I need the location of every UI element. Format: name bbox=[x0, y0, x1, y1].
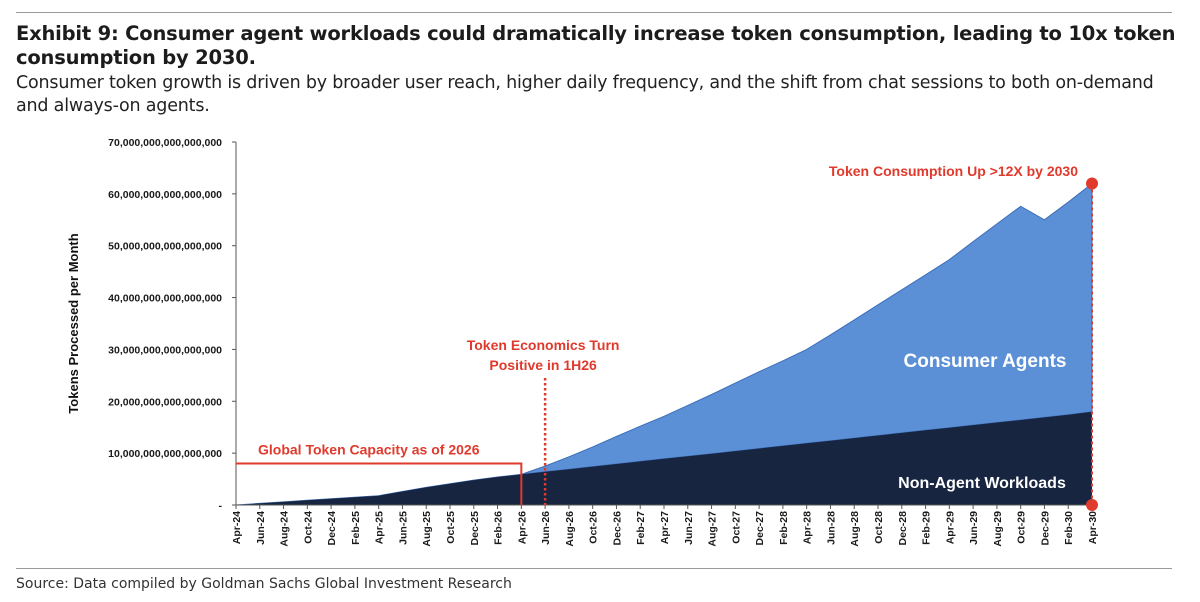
y-tick-label: 70,000,000,000,000,000 bbox=[108, 137, 222, 149]
consumer-agents-label: Consumer Agents bbox=[904, 351, 1067, 372]
x-tick-label: Apr-30 bbox=[1087, 511, 1099, 544]
y-axis-title: Tokens Processed per Month bbox=[66, 233, 81, 413]
y-tick-label: - bbox=[219, 500, 223, 512]
x-tick-label: Aug-29 bbox=[992, 511, 1004, 547]
peak-marker-dot bbox=[1086, 177, 1098, 190]
y-tick-label: 40,000,000,000,000,000 bbox=[108, 293, 222, 305]
x-tick-label: Apr-28 bbox=[802, 511, 814, 544]
x-tick-label: Apr-27 bbox=[659, 511, 671, 544]
x-tick-label: Dec-25 bbox=[469, 511, 481, 546]
exhibit-subtitle: Consumer token growth is driven by broad… bbox=[16, 73, 1154, 116]
x-tick-label: Jun-25 bbox=[397, 511, 409, 545]
x-tick-label: Aug-28 bbox=[849, 511, 861, 547]
x-tick-label: Feb-25 bbox=[350, 511, 362, 545]
economics-label-line2: Positive in 1H26 bbox=[489, 357, 597, 373]
exhibit-title: Exhibit 9: Consumer agent workloads coul… bbox=[16, 22, 1176, 69]
x-tick-label: Aug-27 bbox=[707, 511, 719, 547]
x-tick-label: Oct-25 bbox=[445, 511, 457, 544]
x-tick-label: Feb-29 bbox=[921, 511, 933, 545]
x-tick-label: Oct-26 bbox=[588, 511, 600, 544]
x-tick-label: Aug-26 bbox=[564, 511, 576, 547]
x-tick-label: Feb-27 bbox=[635, 511, 647, 545]
x-tick-label: Dec-26 bbox=[611, 511, 623, 546]
y-tick-label: 60,000,000,000,000,000 bbox=[108, 189, 222, 201]
x-tick-label: Apr-29 bbox=[944, 511, 956, 544]
x-tick-label: Oct-24 bbox=[302, 511, 314, 544]
x-tick-label: Aug-24 bbox=[279, 511, 291, 547]
capacity-line bbox=[236, 462, 523, 505]
non-agent-workloads-area bbox=[236, 411, 1092, 505]
x-tick-label: Feb-28 bbox=[778, 511, 790, 545]
x-tick-label: Apr-24 bbox=[231, 511, 243, 544]
x-tick-label: Jun-28 bbox=[825, 511, 837, 545]
y-tick-label: 50,000,000,000,000,000 bbox=[108, 241, 222, 253]
x-tick-label: Feb-30 bbox=[1063, 511, 1075, 545]
non-agent-workloads-label: Non-Agent Workloads bbox=[898, 475, 1066, 492]
x-tick-label: Oct-28 bbox=[873, 511, 885, 544]
x-tick-label: Apr-26 bbox=[516, 511, 528, 544]
x-tick-label: Feb-26 bbox=[493, 511, 505, 545]
x-tick-label: Jun-27 bbox=[683, 511, 695, 545]
top-divider bbox=[16, 12, 1172, 13]
capacity-label: Global Token Capacity as of 2026 bbox=[258, 442, 480, 458]
x-tick-label: Dec-28 bbox=[897, 511, 909, 546]
y-tick-label: 20,000,000,000,000,000 bbox=[108, 396, 222, 408]
x-tick-label: Jun-29 bbox=[968, 511, 980, 545]
x-tick-label: Oct-27 bbox=[730, 511, 742, 544]
y-tick-label: 10,000,000,000,000,000 bbox=[108, 448, 222, 460]
economics-label-line1: Token Economics Turn bbox=[467, 337, 620, 353]
y-tick-label: 30,000,000,000,000,000 bbox=[108, 344, 222, 356]
peak-base-dot bbox=[1086, 499, 1098, 511]
x-tick-label: Dec-27 bbox=[754, 511, 766, 546]
x-tick-label: Oct-29 bbox=[1016, 511, 1028, 544]
peak-label: Token Consumption Up >12X by 2030 bbox=[829, 163, 1078, 179]
x-tick-label: Dec-24 bbox=[326, 511, 338, 546]
x-tick-label: Aug-25 bbox=[421, 511, 433, 547]
x-tick-label: Jun-24 bbox=[255, 511, 267, 545]
bottom-divider bbox=[16, 568, 1172, 569]
x-tick-label: Dec-29 bbox=[1039, 511, 1051, 546]
x-tick-label: Jun-26 bbox=[540, 511, 552, 545]
source-note: Source: Data compiled by Goldman Sachs G… bbox=[16, 576, 512, 592]
x-tick-label: Apr-25 bbox=[374, 511, 386, 544]
